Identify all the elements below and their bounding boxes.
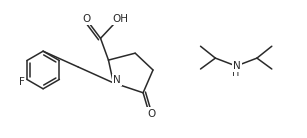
Text: OH: OH [112, 14, 128, 23]
Text: H: H [232, 68, 240, 78]
Text: F: F [19, 77, 25, 87]
Text: O: O [83, 14, 91, 23]
Text: N: N [114, 75, 121, 85]
Text: N: N [233, 61, 241, 71]
Text: O: O [147, 109, 155, 119]
